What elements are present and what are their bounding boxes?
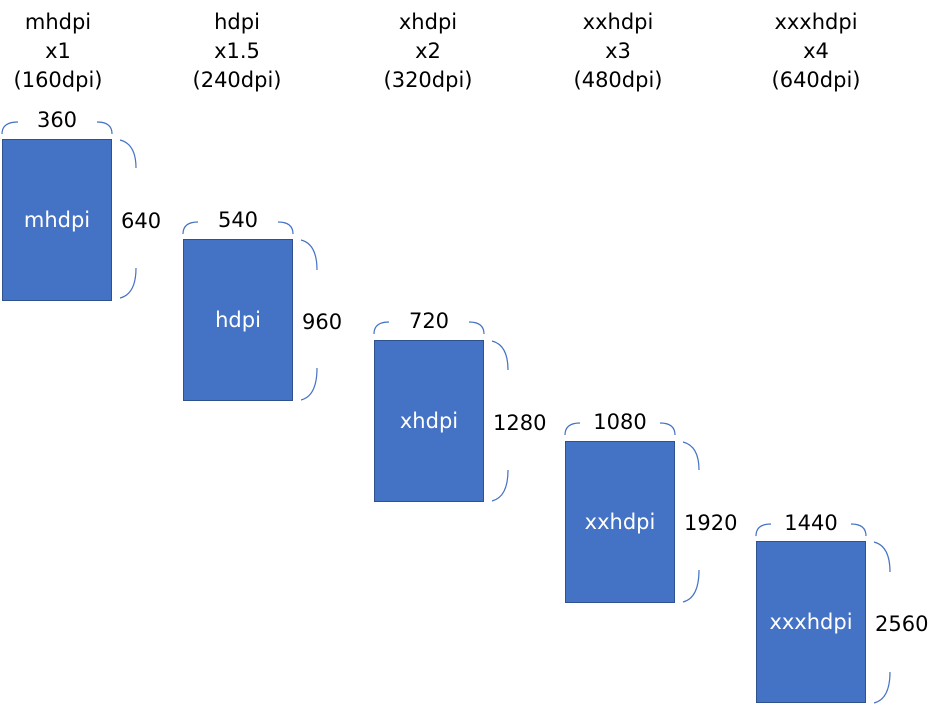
width-bracket (755, 523, 867, 537)
density-dpi: (480dpi) (573, 68, 663, 92)
height-bracket (300, 239, 318, 401)
width-bracket (564, 422, 676, 436)
density-name: xxxhdpi (774, 10, 858, 34)
header-xxxhdpi: xxxhdpi x4 (640dpi) (741, 8, 891, 95)
density-scale: x3 (605, 39, 631, 63)
height-label-xxxhdpi: 2560 (875, 612, 929, 636)
screen-label: xxxhdpi (769, 610, 853, 634)
width-label-mhdpi: 360 (36, 108, 78, 132)
height-label-mhdpi: 640 (121, 209, 162, 233)
screen-label: xhdpi (399, 409, 459, 433)
density-name: xhdpi (398, 10, 458, 34)
density-scale: x1 (45, 39, 71, 63)
screen-mhdpi: mhdpi (2, 139, 112, 301)
screen-label: mhdpi (23, 208, 91, 232)
height-label-xhdpi: 1280 (493, 411, 547, 435)
width-label-xhdpi: 720 (408, 309, 450, 333)
header-xxhdpi: xxhdpi x3 (480dpi) (543, 8, 693, 95)
width-label-xxxhdpi: 1440 (784, 511, 838, 535)
screen-label: xxhdpi (584, 510, 656, 534)
header-xhdpi: xhdpi x2 (320dpi) (353, 8, 503, 95)
screen-xxxhdpi: xxxhdpi (756, 541, 866, 703)
density-name: xxhdpi (582, 10, 654, 34)
width-bracket (182, 221, 294, 235)
density-scale: x1.5 (214, 39, 260, 63)
height-bracket (682, 441, 700, 603)
screen-hdpi: hdpi (183, 239, 293, 401)
density-name: mhdpi (24, 10, 92, 34)
height-label-xxhdpi: 1920 (684, 511, 738, 535)
width-bracket (1, 121, 113, 135)
screen-label: hdpi (215, 308, 261, 332)
density-dpi: (320dpi) (383, 68, 473, 92)
width-label-xxhdpi: 1080 (593, 410, 647, 434)
density-dpi: (240dpi) (192, 68, 282, 92)
width-bracket (373, 321, 485, 335)
height-label-hdpi: 960 (302, 310, 343, 334)
header-hdpi: hdpi x1.5 (240dpi) (162, 8, 312, 95)
header-mhdpi: mhdpi x1 (160dpi) (0, 8, 133, 95)
density-scale: x4 (803, 39, 829, 63)
width-label-hdpi: 540 (217, 208, 259, 232)
screen-xhdpi: xhdpi (374, 340, 484, 502)
density-dpi: (160dpi) (13, 68, 103, 92)
height-bracket (119, 139, 137, 299)
height-bracket (491, 340, 509, 502)
height-bracket (873, 541, 891, 704)
density-name: hdpi (214, 10, 260, 34)
density-scale: x2 (415, 39, 441, 63)
density-dpi: (640dpi) (771, 68, 861, 92)
screen-xxhdpi: xxhdpi (565, 441, 675, 603)
